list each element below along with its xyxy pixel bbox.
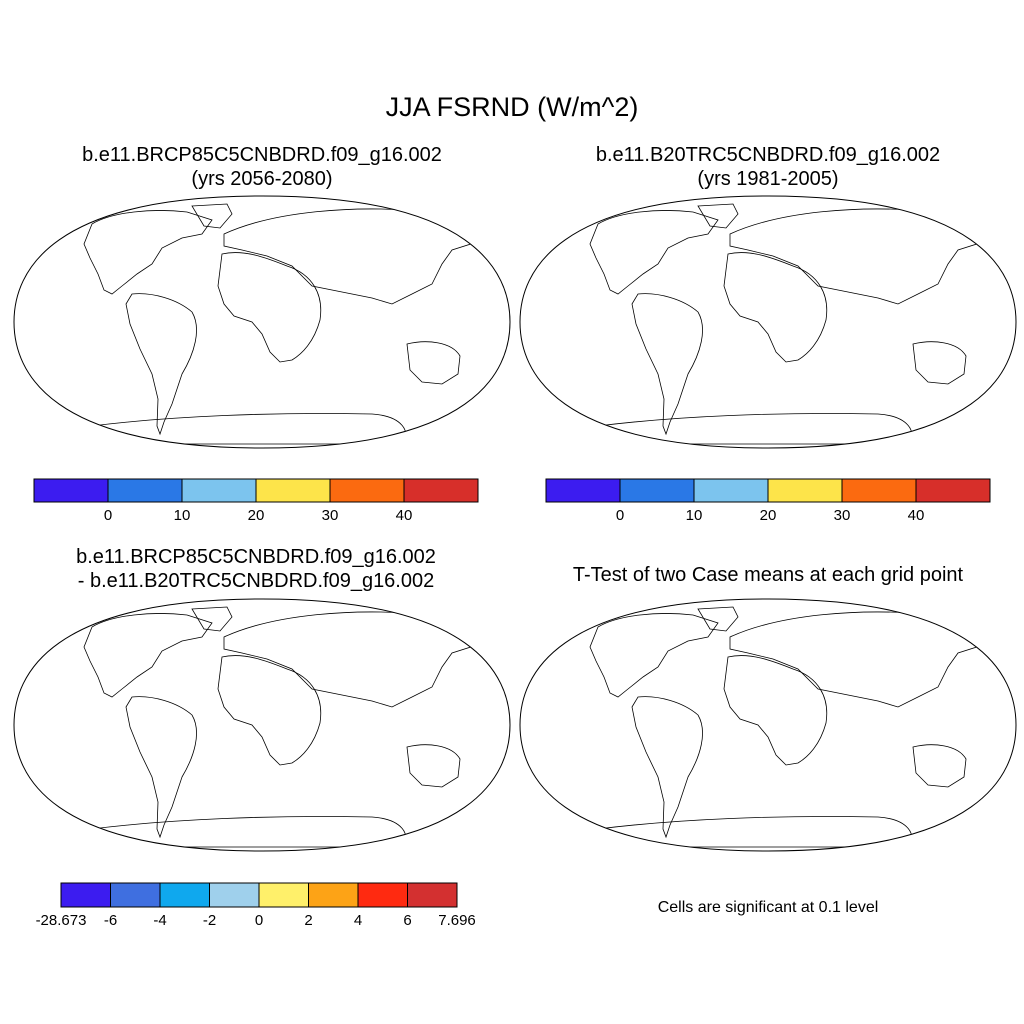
colorbar-swatch (693, 478, 769, 503)
colorbar-swatch (107, 478, 183, 503)
colorbar-tick-label: 2 (304, 912, 313, 929)
panel2-title: b.e11.B20TRC5CNBDRD.f09_g16.002 (yrs 198… (518, 143, 1018, 191)
figure-title: JJA FSRND (W/m^2) (385, 92, 639, 122)
colorbar-tick-label: -2 (202, 912, 217, 929)
colorbar-difference (60, 882, 458, 908)
colorbar-swatch (403, 478, 479, 503)
panel4-title-line1: T-Test of two Case means at each grid po… (572, 564, 964, 586)
panel1-title-line2: (yrs 2056-2080) (191, 168, 333, 190)
panel2-title-line1: b.e11.B20TRC5CNBDRD.f09_g16.002 (595, 144, 941, 166)
panel1-title-line1: b.e11.BRCP85C5CNBDRD.f09_g16.002 (82, 144, 442, 166)
colorbar-tick-label: 30 (321, 507, 339, 524)
colorbar-swatch (33, 478, 109, 503)
colorbar-swatch (258, 882, 309, 908)
panel4-title: T-Test of two Case means at each grid po… (518, 563, 1018, 587)
colorbar-swatch (357, 882, 408, 908)
colorbar-tick-label: 20 (247, 507, 265, 524)
colorbar-swatch (767, 478, 843, 503)
colorbar-swatch (308, 882, 359, 908)
colorbar-tick-label: -6 (103, 912, 118, 929)
map-panel-future (13, 195, 511, 449)
panel1-title: b.e11.BRCP85C5CNBDRD.f09_g16.002 (yrs 20… (12, 143, 512, 191)
panel2-title-line2: (yrs 1981-2005) (697, 168, 839, 190)
colorbar-swatch (329, 478, 405, 503)
colorbar-tick-label: 20 (759, 507, 777, 524)
colorbar-tick-label: 30 (833, 507, 851, 524)
colorbar-swatch (209, 882, 260, 908)
colorbar-tick-label: 10 (685, 507, 703, 524)
colorbar-swatch (110, 882, 161, 908)
colorbar-swatch (915, 478, 991, 503)
panel3-title: b.e11.BRCP85C5CNBDRD.f09_g16.002 - b.e11… (6, 545, 506, 593)
colorbar-tick-label: -4 (153, 912, 167, 929)
panel3-title-line1: b.e11.BRCP85C5CNBDRD.f09_g16.002 (76, 546, 436, 568)
map-frame (519, 195, 1017, 449)
map-frame (13, 195, 511, 449)
colorbar-swatch (841, 478, 917, 503)
map-panel-historical (519, 195, 1017, 449)
colorbar-tick-label: 0 (254, 912, 264, 929)
colorbar-swatch (60, 882, 111, 908)
colorbar-tick-label: -28.673 (35, 912, 87, 929)
colorbar-swatch (255, 478, 331, 503)
colorbar-swatch (619, 478, 695, 503)
colorbar-tick-label: 0 (615, 507, 625, 524)
colorbar-future (33, 478, 479, 503)
colorbar-tick-label: 10 (173, 507, 191, 524)
significance-note: Cells are significant at 0.1 level (657, 899, 879, 916)
colorbar-tick-label: 4 (353, 912, 363, 929)
coastlines (589, 203, 989, 445)
map-panel-difference (13, 598, 511, 852)
colorbar-swatch (545, 478, 621, 503)
panel3-title-line2: - b.e11.B20TRC5CNBDRD.f09_g16.002 (77, 570, 435, 592)
colorbar-tick-label: 6 (403, 912, 412, 929)
colorbar-tick-label: 0 (103, 507, 113, 524)
map-panel-ttest (519, 598, 1017, 852)
map-frame (13, 598, 511, 852)
colorbar-swatch (407, 882, 458, 908)
colorbar-tick-label: 40 (395, 507, 413, 524)
map-frame (519, 598, 1017, 852)
colorbar-swatch (159, 882, 210, 908)
colorbar-tick-label: 40 (907, 507, 925, 524)
colorbar-historical (545, 478, 991, 503)
colorbar-swatch (181, 478, 257, 503)
colorbar-tick-label: 7.696 (438, 912, 476, 929)
